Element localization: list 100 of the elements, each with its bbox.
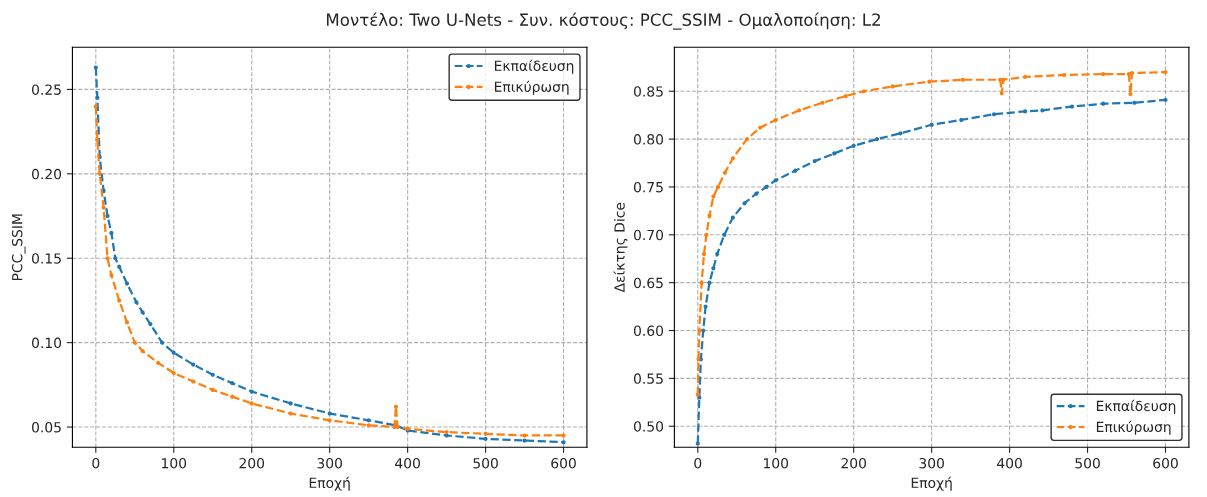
point <box>991 112 997 117</box>
y-tick-label: 0.10 <box>31 337 62 349</box>
point <box>820 100 825 105</box>
point <box>93 104 98 109</box>
legend-label: Επικύρωση <box>494 80 569 95</box>
x-tick-label: 300 <box>919 457 944 469</box>
point <box>134 300 139 305</box>
point <box>773 117 778 123</box>
point <box>156 360 161 365</box>
point <box>148 321 153 327</box>
x-axis-title: Εποχή <box>309 476 350 491</box>
point <box>1040 108 1045 113</box>
point <box>960 77 965 82</box>
point <box>561 440 566 445</box>
point <box>140 310 145 315</box>
point <box>1062 72 1067 78</box>
point <box>95 95 100 100</box>
y-tick-label: 0.20 <box>31 168 62 180</box>
y-tick-label: 0.85 <box>633 86 663 97</box>
point <box>959 117 964 123</box>
y-tick-label: 0.55 <box>633 373 663 384</box>
y-tick-label: 0.25 <box>31 84 61 95</box>
legend-label: Επικύρωση <box>1096 420 1171 435</box>
point <box>758 125 763 130</box>
point <box>1101 101 1106 106</box>
y-axis-title: PCC_SSIM <box>11 214 26 281</box>
point <box>832 151 837 156</box>
point <box>171 370 176 376</box>
point <box>124 320 130 325</box>
x-tick-label: 300 <box>317 457 342 469</box>
point <box>366 423 371 428</box>
y-tick-label: 0.50 <box>633 421 664 432</box>
legend-label: Εκπαίδευση <box>1096 399 1176 414</box>
y-tick-label: 0.60 <box>633 325 664 336</box>
point <box>140 348 145 354</box>
y-tick-label: 0.80 <box>633 134 664 145</box>
x-tick-label: 0 <box>92 457 100 469</box>
point <box>159 340 165 345</box>
point <box>730 156 735 161</box>
x-tick-label: 500 <box>1075 457 1100 469</box>
point <box>288 401 293 406</box>
point <box>483 431 488 436</box>
point <box>230 381 235 386</box>
point <box>704 232 709 237</box>
x-tick-label: 100 <box>162 457 187 469</box>
point <box>327 418 332 423</box>
x-tick-label: 400 <box>395 457 420 469</box>
point <box>699 280 704 285</box>
x-tick-label: 600 <box>1153 457 1178 469</box>
point <box>366 418 371 423</box>
point <box>851 143 856 148</box>
point <box>124 281 130 286</box>
point <box>249 389 254 394</box>
point <box>695 441 700 446</box>
y-tick-label: 0.75 <box>633 181 663 193</box>
point <box>109 273 114 278</box>
point <box>1128 92 1133 97</box>
point <box>715 251 720 257</box>
point <box>1129 70 1135 76</box>
point <box>861 89 866 94</box>
x-tick-label: 100 <box>764 457 789 469</box>
point <box>1023 74 1028 79</box>
y-tick-label: 0.70 <box>633 229 664 241</box>
x-tick-label: 0 <box>694 457 702 469</box>
point <box>210 372 215 377</box>
point <box>249 401 254 406</box>
point <box>191 362 196 367</box>
y-tick-label: 0.65 <box>633 277 663 289</box>
x-tick-label: 500 <box>473 457 498 469</box>
point <box>742 201 747 206</box>
point <box>230 394 235 399</box>
x-tick-label: 400 <box>997 457 1022 469</box>
point <box>483 436 488 441</box>
point <box>171 350 176 355</box>
point <box>701 328 706 333</box>
point <box>97 171 102 176</box>
point <box>522 438 527 443</box>
point <box>109 230 114 235</box>
point <box>132 340 137 345</box>
point <box>874 137 880 142</box>
y-tick-label: 0.15 <box>31 253 61 264</box>
point <box>113 256 118 261</box>
point <box>929 122 934 127</box>
point <box>812 159 817 164</box>
point <box>95 137 100 143</box>
y-axis-title: Δείκτης Dice <box>613 202 628 293</box>
point <box>722 170 728 175</box>
point <box>744 137 749 142</box>
point <box>797 108 802 113</box>
point <box>773 178 778 183</box>
point <box>722 232 727 237</box>
point <box>1163 97 1168 102</box>
x-tick-label: 200 <box>841 457 867 469</box>
point <box>793 168 798 173</box>
point <box>393 404 399 409</box>
point <box>999 91 1004 96</box>
point <box>711 266 716 271</box>
y-tick-label: 0.05 <box>31 422 61 433</box>
point <box>1023 109 1028 114</box>
chart-title: Μοντέλο: Two U-Nets - Συν. κόστους: PCC_SSIM - Ομαλοποίηση: L2 <box>326 12 880 30</box>
